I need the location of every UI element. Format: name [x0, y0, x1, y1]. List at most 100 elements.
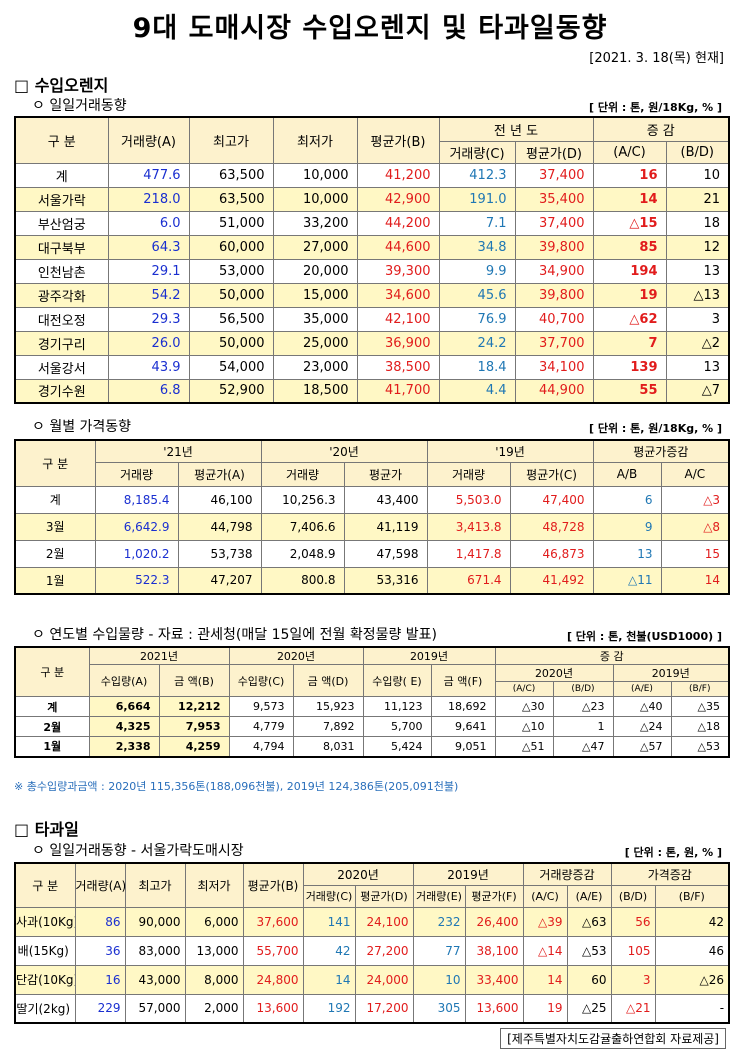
cell-name: 서울강서 — [14, 354, 109, 380]
col-2021: '21년 — [94, 439, 262, 463]
cell-c1: △30 — [494, 696, 554, 717]
col-qc: 수입량(C) — [228, 664, 294, 697]
col-volume-20: 거래량 — [260, 461, 345, 487]
col-f: 평균가(F) — [464, 884, 524, 908]
orange-yearly-body: 계 6,664 12,212 9,573 15,923 11,123 18,692 △30 △2… — [14, 696, 730, 757]
cell-d: 24,000 — [354, 964, 414, 995]
cell-vol: 29.3 — [107, 306, 190, 332]
col-avg: 평균가(B) — [242, 862, 304, 908]
table-row: 서울가락 218.0 63,500 10,000 42,900 191.0 35,400 14… — [14, 186, 730, 212]
cell-bd: 13 — [665, 258, 730, 284]
col-ae: (A/E) — [566, 884, 612, 908]
cell-avg: 42,900 — [356, 186, 440, 212]
cell-ae: △63 — [566, 906, 612, 937]
cell-f: 33,400 — [464, 964, 524, 995]
cell-v20: 7,406.6 — [260, 512, 345, 541]
cell-max: 43,000 — [124, 964, 186, 995]
col-2020: 2020년 — [302, 862, 414, 886]
col-gubun: 구 분 — [14, 439, 96, 487]
cell-c: 14 — [302, 964, 356, 995]
table-row: 부산엄궁 6.0 51,000 33,200 44,200 7.1 37,400 △15 18 — [14, 210, 730, 236]
cell-qa: 6,664 — [88, 696, 160, 717]
col-amt-f: 금 액(F) — [430, 664, 496, 697]
orange-yearly-subtitle: ㅇ 연도별 수입물량 - 자료 : 관세청(매달 15일에 전월 확정물량 발표… — [32, 627, 438, 643]
cell-ab: △11 — [592, 566, 662, 595]
cell-vol: 229 — [74, 993, 126, 1024]
cell-bd: △7 — [665, 378, 730, 404]
cell-name: 서울가락 — [14, 186, 109, 212]
cell-min: 25,000 — [272, 330, 358, 356]
cell-f: 38,100 — [464, 935, 524, 966]
table-row: 1월 2,338 4,259 4,794 8,031 5,424 9,051 △51 △47 △5… — [14, 736, 730, 757]
cell-v20: 800.8 — [260, 566, 345, 595]
cell-ac: 19 — [592, 282, 667, 308]
cell-min: 15,000 — [272, 282, 358, 308]
table-row: 대전오정 29.3 56,500 35,000 42,100 76.9 40,700 △62 3 — [14, 306, 730, 332]
col-prev-volume: 거래량(C) — [438, 140, 516, 164]
cell-ad: 7,892 — [292, 716, 364, 737]
col-2019: 2019년 — [362, 646, 496, 665]
col-prev-avg: 평균가(D) — [514, 140, 594, 164]
cell-avg: 39,300 — [356, 258, 440, 284]
cell-qa: 2,338 — [88, 736, 160, 757]
cell-bd: 18 — [665, 210, 730, 236]
cell-min: 10,000 — [272, 186, 358, 212]
cell-c3: △57 — [612, 736, 672, 757]
cell-c: 42 — [302, 935, 356, 966]
cell-v21: 522.3 — [94, 566, 179, 595]
col-bd: (B/D) — [665, 140, 730, 164]
orange-monthly-body: 계 8,185.4 46,100 10,256.3 43,400 5,503.0 47,40… — [14, 485, 730, 595]
cell-max: 50,000 — [188, 330, 274, 356]
cell-ac: △8 — [660, 512, 730, 541]
col-bf: (B/F) — [654, 884, 730, 908]
cell-bd: 3 — [665, 306, 730, 332]
cell-ae: △25 — [566, 993, 612, 1024]
cell-c4: △53 — [670, 736, 730, 757]
cell-qc: 4,779 — [228, 716, 294, 737]
cell-ac: 19 — [522, 993, 568, 1024]
cell-vol: 29.1 — [107, 258, 190, 284]
cell-vol: 6.0 — [107, 210, 190, 236]
col-2021: 2021년 — [88, 646, 230, 665]
orange-monthly-table: 구 분 '21년 '20년 '19년 평균가증감 거래량 평균가(A) 거래량 … — [14, 439, 731, 595]
col-amt-d: 금 액(D) — [292, 664, 364, 697]
cell-avg: 41,700 — [356, 378, 440, 404]
cell-c: 141 — [302, 906, 356, 937]
col-ae: (A/E) — [612, 681, 672, 697]
cell-max: 56,500 — [188, 306, 274, 332]
cell-vol: 43.9 — [107, 354, 190, 380]
cell-avg: 38,500 — [356, 354, 440, 380]
cell-pvol: 45.6 — [438, 282, 516, 308]
fruit-body: 사과(10Kg) 86 90,000 6,000 37,600 141 24,100 232 2… — [14, 906, 730, 1024]
cell-a21: 46,100 — [177, 485, 262, 514]
table-row: 광주각화 54.2 50,000 15,000 34,600 45.6 39,800 19 △1… — [14, 282, 730, 308]
cell-max: 63,500 — [188, 186, 274, 212]
cell-v19: 671.4 — [426, 566, 511, 595]
cell-ac: △3 — [660, 485, 730, 514]
cell-ac: 85 — [592, 234, 667, 260]
cell-a19: 47,400 — [509, 485, 594, 514]
col-bd: (B/D) — [552, 681, 614, 697]
table-row: 딸기(2kg) 229 57,000 2,000 13,600 192 17,200 305 1… — [14, 993, 730, 1024]
cell-v19: 3,413.8 — [426, 512, 511, 541]
cell-v21: 1,020.2 — [94, 539, 179, 568]
cell-a20: 41,119 — [343, 512, 428, 541]
cell-bd: △2 — [665, 330, 730, 356]
cell-bd: 10 — [665, 162, 730, 188]
cell-e: 305 — [412, 993, 466, 1024]
table-row: 대구북부 64.3 60,000 27,000 44,600 34.8 39,800 85 12 — [14, 234, 730, 260]
cell-c1: △51 — [494, 736, 554, 757]
cell-bd: 21 — [665, 186, 730, 212]
cell-avg: 13,600 — [242, 993, 304, 1024]
cell-bd: 3 — [610, 964, 656, 995]
cell-ac: △14 — [522, 935, 568, 966]
cell-pavg: 40,700 — [514, 306, 594, 332]
cell-name: 계 — [14, 696, 90, 717]
cell-ab: 4,259 — [158, 736, 230, 757]
col-volume-change: 거래량증감 — [522, 862, 612, 886]
cell-qc: 4,794 — [228, 736, 294, 757]
cell-pvol: 4.4 — [438, 378, 516, 404]
fruit-subtitle: ㅇ 일일거래동향 - 서울가락도매시장 — [32, 843, 244, 859]
cell-c3: △40 — [612, 696, 672, 717]
table-row: 3월 6,642.9 44,798 7,406.6 41,119 3,413.8 48,72… — [14, 512, 730, 541]
